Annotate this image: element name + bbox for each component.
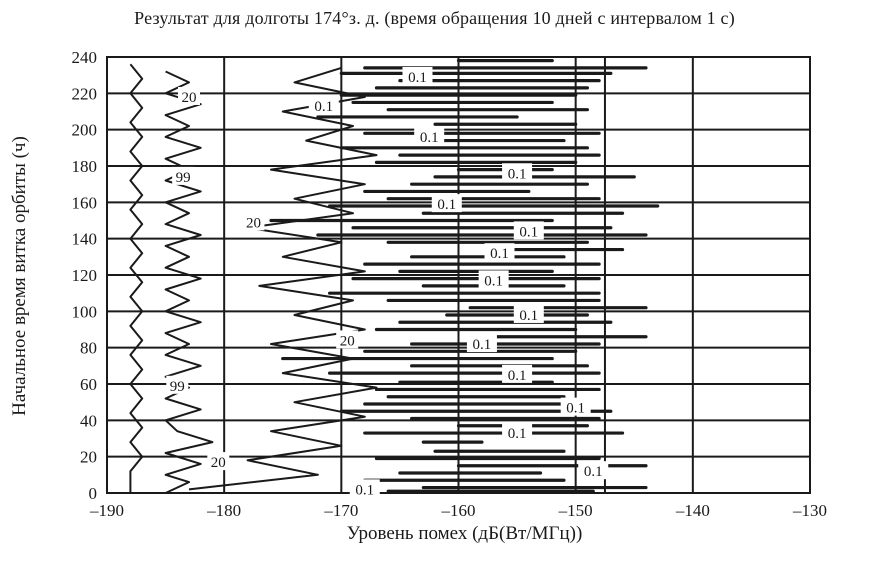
- y-tick-label: 160: [72, 193, 98, 212]
- x-tick-label: –140: [675, 501, 710, 520]
- contour-label-group: 20: [178, 86, 201, 106]
- contour-label-group: 0.1: [308, 96, 339, 115]
- x-tick-label: –190: [89, 501, 124, 520]
- x-axis-label: Уровень помех (дБ(Вт/МГц)): [346, 523, 583, 544]
- y-tick-label: 240: [72, 48, 98, 67]
- contour-label: 0.1: [519, 224, 538, 240]
- contour-label: 20: [211, 455, 226, 471]
- contour-label-bg: [502, 163, 533, 182]
- plot-frame: [106, 56, 811, 494]
- contour-label-bg: [166, 375, 189, 394]
- contour-label-bg: [478, 270, 509, 289]
- contour-label-group: 0.1: [513, 304, 544, 324]
- contour-label: 0.1: [484, 273, 503, 289]
- interference-bands: [269, 59, 660, 493]
- contour-label-bg: [178, 86, 201, 105]
- contour-label-group: 0.1: [484, 243, 515, 262]
- y-tick-label: 100: [72, 302, 98, 321]
- contour-label-bg: [349, 479, 380, 498]
- contour-label: 0.1: [584, 464, 603, 480]
- y-tick-label: 60: [80, 375, 97, 394]
- contour-labels: 20 0.1 0.1 0.1 99 0.1 0.1 20 0.1 0.1 0.1 0.1 20 0.1 0.…: [166, 66, 609, 498]
- contour-label-bg: [172, 166, 195, 185]
- contour-label-group: 0.1: [402, 66, 433, 86]
- contour-label: 0.1: [355, 482, 374, 498]
- contour-label-bg: [578, 461, 609, 480]
- contour-label-group: 0.1: [502, 364, 533, 384]
- y-tick-label: 180: [72, 157, 98, 176]
- chart-title: Результат для долготы 174°з. д. (время о…: [134, 8, 735, 28]
- contour-label-bg: [336, 330, 359, 349]
- contour-label: 99: [170, 379, 185, 395]
- contour-label-group: 0.1: [349, 479, 380, 498]
- contour-line: [188, 66, 378, 491]
- contour-label: 0.1: [314, 99, 333, 115]
- contour-label-group: 20: [336, 330, 359, 349]
- contour-line: [129, 63, 144, 493]
- y-tick-label: 0: [89, 484, 98, 503]
- contour-label-bg: [560, 397, 591, 416]
- contour-curves: [129, 63, 378, 494]
- contour-label-bg: [513, 304, 544, 323]
- contour-label: 0.1: [519, 308, 538, 324]
- x-tick-label: –180: [206, 501, 241, 520]
- contour-label-bg: [207, 452, 230, 471]
- contour-label-bg: [402, 66, 433, 85]
- contour-label-bg: [502, 364, 533, 383]
- y-tick-label: 20: [80, 448, 97, 467]
- contour-label: 0.1: [508, 426, 527, 442]
- x-tick-label: –160: [441, 501, 476, 520]
- contour-label: 0.1: [508, 368, 527, 384]
- x-tick-label: –130: [792, 501, 827, 520]
- contour-label-group: 0.1: [478, 270, 509, 289]
- y-tick-label: 140: [72, 230, 98, 249]
- contour-label-group: 0.1: [502, 423, 533, 442]
- contour-label-bg: [484, 243, 515, 262]
- contour-label-group: 0.1: [560, 397, 591, 417]
- contour-label-group: 0.1: [578, 461, 609, 480]
- contour-label: 20: [246, 215, 261, 231]
- contour-label-group: 99: [172, 166, 195, 186]
- contour-label-bg: [242, 212, 265, 231]
- contour-label: 99: [176, 170, 191, 186]
- contour-label-bg: [308, 96, 339, 115]
- contour-label-group: 0.1: [502, 163, 533, 182]
- contour-label-group: 0.1: [431, 194, 462, 213]
- contour-label: 20: [182, 90, 197, 106]
- contour-label-group: 20: [207, 452, 230, 471]
- contour-label-group: 0.1: [466, 334, 497, 353]
- contour-label: 0.1: [508, 166, 527, 182]
- contour-label: 0.1: [473, 337, 492, 353]
- y-tick-label: 200: [72, 121, 98, 140]
- contour-label: 0.1: [490, 246, 509, 262]
- x-tick-label: –170: [323, 501, 358, 520]
- contour-label-group: 99: [166, 375, 189, 395]
- y-tick-label: 80: [80, 339, 97, 358]
- y-tick-label: 220: [72, 84, 98, 103]
- y-tick-label: 120: [72, 266, 98, 285]
- contour-label: 0.1: [566, 401, 585, 417]
- contour-label: 0.1: [420, 130, 439, 146]
- contour-label: 0.1: [408, 70, 427, 86]
- contour-label-bg: [513, 221, 544, 240]
- y-tick-label: 40: [80, 411, 97, 430]
- contour-label: 0.1: [437, 197, 456, 213]
- contour-label-bg: [414, 126, 445, 145]
- x-tick-label: –150: [558, 501, 593, 520]
- contour-label-group: 0.1: [414, 126, 445, 146]
- contour-label: 20: [340, 333, 355, 349]
- contour-label-group: 0.1: [513, 221, 544, 240]
- contour-label-bg: [502, 423, 533, 442]
- contour-label-bg: [466, 334, 497, 353]
- contour-label-group: 20: [242, 212, 265, 231]
- grid-lines: [106, 56, 811, 494]
- contour-line: [164, 70, 214, 494]
- axis-ticks: –190 –180 –170 –160 –150 –140 –130 0 20 40 60 80 100…: [72, 48, 828, 520]
- contour-label-bg: [431, 194, 462, 213]
